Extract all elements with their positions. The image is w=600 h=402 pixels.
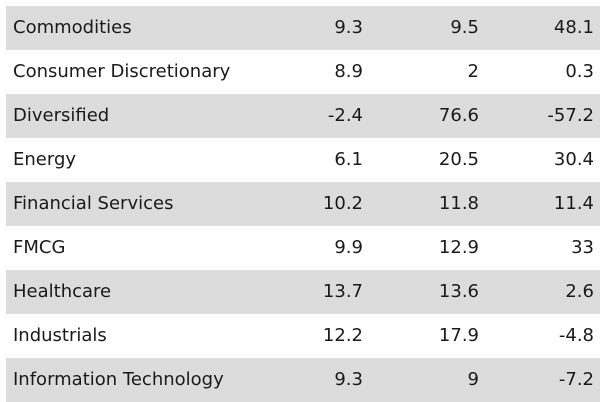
data-table: Commodities 9.3 9.5 48.1 Consumer Discretion…: [0, 6, 600, 402]
value-cell-2: 9.5: [450, 17, 479, 38]
value-cell-3: -7.2: [558, 369, 594, 390]
table-row: Healthcare 13.7 13.6 2.6: [6, 270, 600, 314]
value-cell-3: -57.2: [547, 105, 594, 126]
value-cell-2: 2: [467, 61, 479, 82]
sector-name-cell: Industrials: [13, 325, 107, 346]
sector-name-cell: Energy: [13, 149, 77, 170]
value-cell-3: -4.8: [558, 325, 594, 346]
value-cell-1: 6.1: [334, 149, 363, 170]
sector-name-cell: Financial Services: [13, 193, 174, 214]
value-cell-2: 11.8: [438, 193, 479, 214]
sector-name-cell: Healthcare: [13, 281, 112, 302]
value-cell-2: 9: [467, 369, 479, 390]
value-cell-1: 13.7: [322, 281, 363, 302]
table-row: Industrials 12.2 17.9 -4.8: [6, 314, 600, 358]
table-row: Consumer Discretionary 8.9 2 0.3: [6, 50, 600, 94]
table-row: Diversified -2.4 76.6 -57.2: [6, 94, 600, 138]
value-cell-1: 10.2: [322, 193, 363, 214]
value-cell-1: -2.4: [327, 105, 363, 126]
value-cell-1: 8.9: [334, 61, 363, 82]
value-cell-3: 33: [571, 237, 594, 258]
value-cell-3: 48.1: [553, 17, 594, 38]
value-cell-2: 76.6: [438, 105, 479, 126]
value-cell-1: 12.2: [322, 325, 363, 346]
value-cell-2: 12.9: [438, 237, 479, 258]
value-cell-3: 30.4: [553, 149, 594, 170]
value-cell-3: 2.6: [565, 281, 594, 302]
value-cell-2: 17.9: [438, 325, 479, 346]
table-row: Financial Services 10.2 11.8 11.4: [6, 182, 600, 226]
value-cell-3: 11.4: [553, 193, 594, 214]
sector-name-cell: Information Technology: [13, 369, 224, 390]
value-cell-1: 9.9: [334, 237, 363, 258]
sector-name-cell: Consumer Discretionary: [13, 61, 231, 82]
value-cell-2: 13.6: [438, 281, 479, 302]
table-row: FMCG 9.9 12.9 33: [6, 226, 600, 270]
sector-name-cell: Commodities: [13, 17, 132, 38]
table-row: Energy 6.1 20.5 30.4: [6, 138, 600, 182]
value-cell-3: 0.3: [565, 61, 594, 82]
sector-name-cell: FMCG: [13, 237, 66, 258]
value-cell-1: 9.3: [334, 17, 363, 38]
table-row: Commodities 9.3 9.5 48.1: [6, 6, 600, 50]
table-row: Information Technology 9.3 9 -7.2: [6, 358, 600, 402]
value-cell-2: 20.5: [438, 149, 479, 170]
value-cell-1: 9.3: [334, 369, 363, 390]
sector-name-cell: Diversified: [13, 105, 110, 126]
